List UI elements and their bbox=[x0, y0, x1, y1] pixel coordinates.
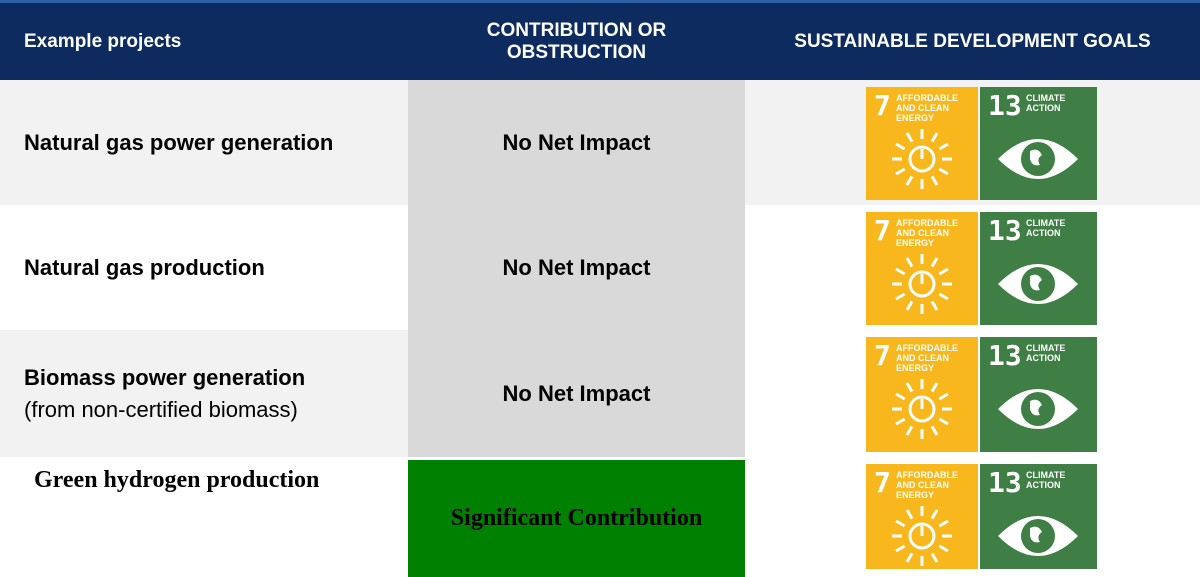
sdg-number: 7 bbox=[874, 214, 891, 247]
sdg-number: 7 bbox=[874, 89, 891, 122]
sdg-label: CLIMATE ACTION bbox=[1026, 218, 1066, 238]
sdg-label: AFFORDABLE AND CLEAN ENERGY bbox=[896, 93, 958, 123]
impact-text: No Net Impact bbox=[502, 380, 651, 406]
sdg-number: 13 bbox=[988, 214, 1022, 247]
impact-cell: No Net Impact bbox=[408, 80, 745, 205]
project-name: Green hydrogen production bbox=[34, 467, 320, 493]
impact-cell: No Net Impact bbox=[408, 330, 745, 457]
project-note: (from non-certified biomass) bbox=[24, 396, 298, 422]
sdg-label: CLIMATE ACTION bbox=[1026, 343, 1066, 363]
project-cell: Green hydrogen production bbox=[0, 457, 408, 574]
project-cell: Biomass power generation (from non-certif… bbox=[0, 330, 408, 457]
header-text: CONTRIBUTION OR OBSTRUCTION bbox=[486, 19, 667, 63]
sdg-number: 13 bbox=[988, 339, 1022, 372]
sdg-number: 7 bbox=[874, 339, 891, 372]
sdg-label: AFFORDABLE AND CLEAN ENERGY bbox=[896, 343, 958, 373]
impact-text: No Net Impact bbox=[502, 254, 651, 280]
sdg-label: AFFORDABLE AND CLEAN ENERGY bbox=[896, 470, 958, 500]
project-cell: Natural gas power generation bbox=[0, 80, 408, 205]
header-text: SUSTAINABLE DEVELOPMENT GOALS bbox=[794, 30, 1151, 52]
header-cell: CONTRIBUTION OR OBSTRUCTION bbox=[408, 0, 745, 80]
impact-text: Significant Contribution bbox=[450, 505, 703, 531]
sdg-label: CLIMATE ACTION bbox=[1026, 93, 1066, 113]
sdg-icon: 13 CLIMATE ACTION bbox=[980, 464, 1097, 569]
project-cell: Natural gas production bbox=[0, 205, 408, 330]
sdg-label: AFFORDABLE AND CLEAN ENERGY bbox=[896, 218, 958, 248]
header-text: Example projects bbox=[24, 30, 182, 52]
sdg-icon: 7 AFFORDABLE AND CLEAN ENERGY bbox=[866, 464, 978, 569]
sdg-icon: 13 CLIMATE ACTION bbox=[980, 212, 1097, 325]
sdg-icon: 7 AFFORDABLE AND CLEAN ENERGY bbox=[866, 212, 978, 325]
impact-cell: Significant Contribution bbox=[408, 460, 745, 577]
sdg-number: 13 bbox=[988, 89, 1022, 122]
impact-cell: No Net Impact bbox=[408, 205, 745, 330]
impact-text: No Net Impact bbox=[502, 129, 651, 155]
sdg-icon: 7 AFFORDABLE AND CLEAN ENERGY bbox=[866, 337, 978, 452]
sdg-number: 13 bbox=[988, 466, 1022, 499]
project-name: Biomass power generation bbox=[24, 364, 306, 390]
project-name: Natural gas power generation bbox=[24, 129, 334, 155]
header-cell: SUSTAINABLE DEVELOPMENT GOALS bbox=[745, 0, 1200, 80]
sdg-label: CLIMATE ACTION bbox=[1026, 470, 1066, 490]
sdg-icon: 13 CLIMATE ACTION bbox=[980, 337, 1097, 452]
sdg-icon: 7 AFFORDABLE AND CLEAN ENERGY bbox=[866, 87, 978, 200]
sdg-icon: 13 CLIMATE ACTION bbox=[980, 87, 1097, 200]
sdg-number: 7 bbox=[874, 466, 891, 499]
header-cell: Example projects bbox=[0, 0, 408, 80]
project-name: Natural gas production bbox=[24, 254, 265, 280]
